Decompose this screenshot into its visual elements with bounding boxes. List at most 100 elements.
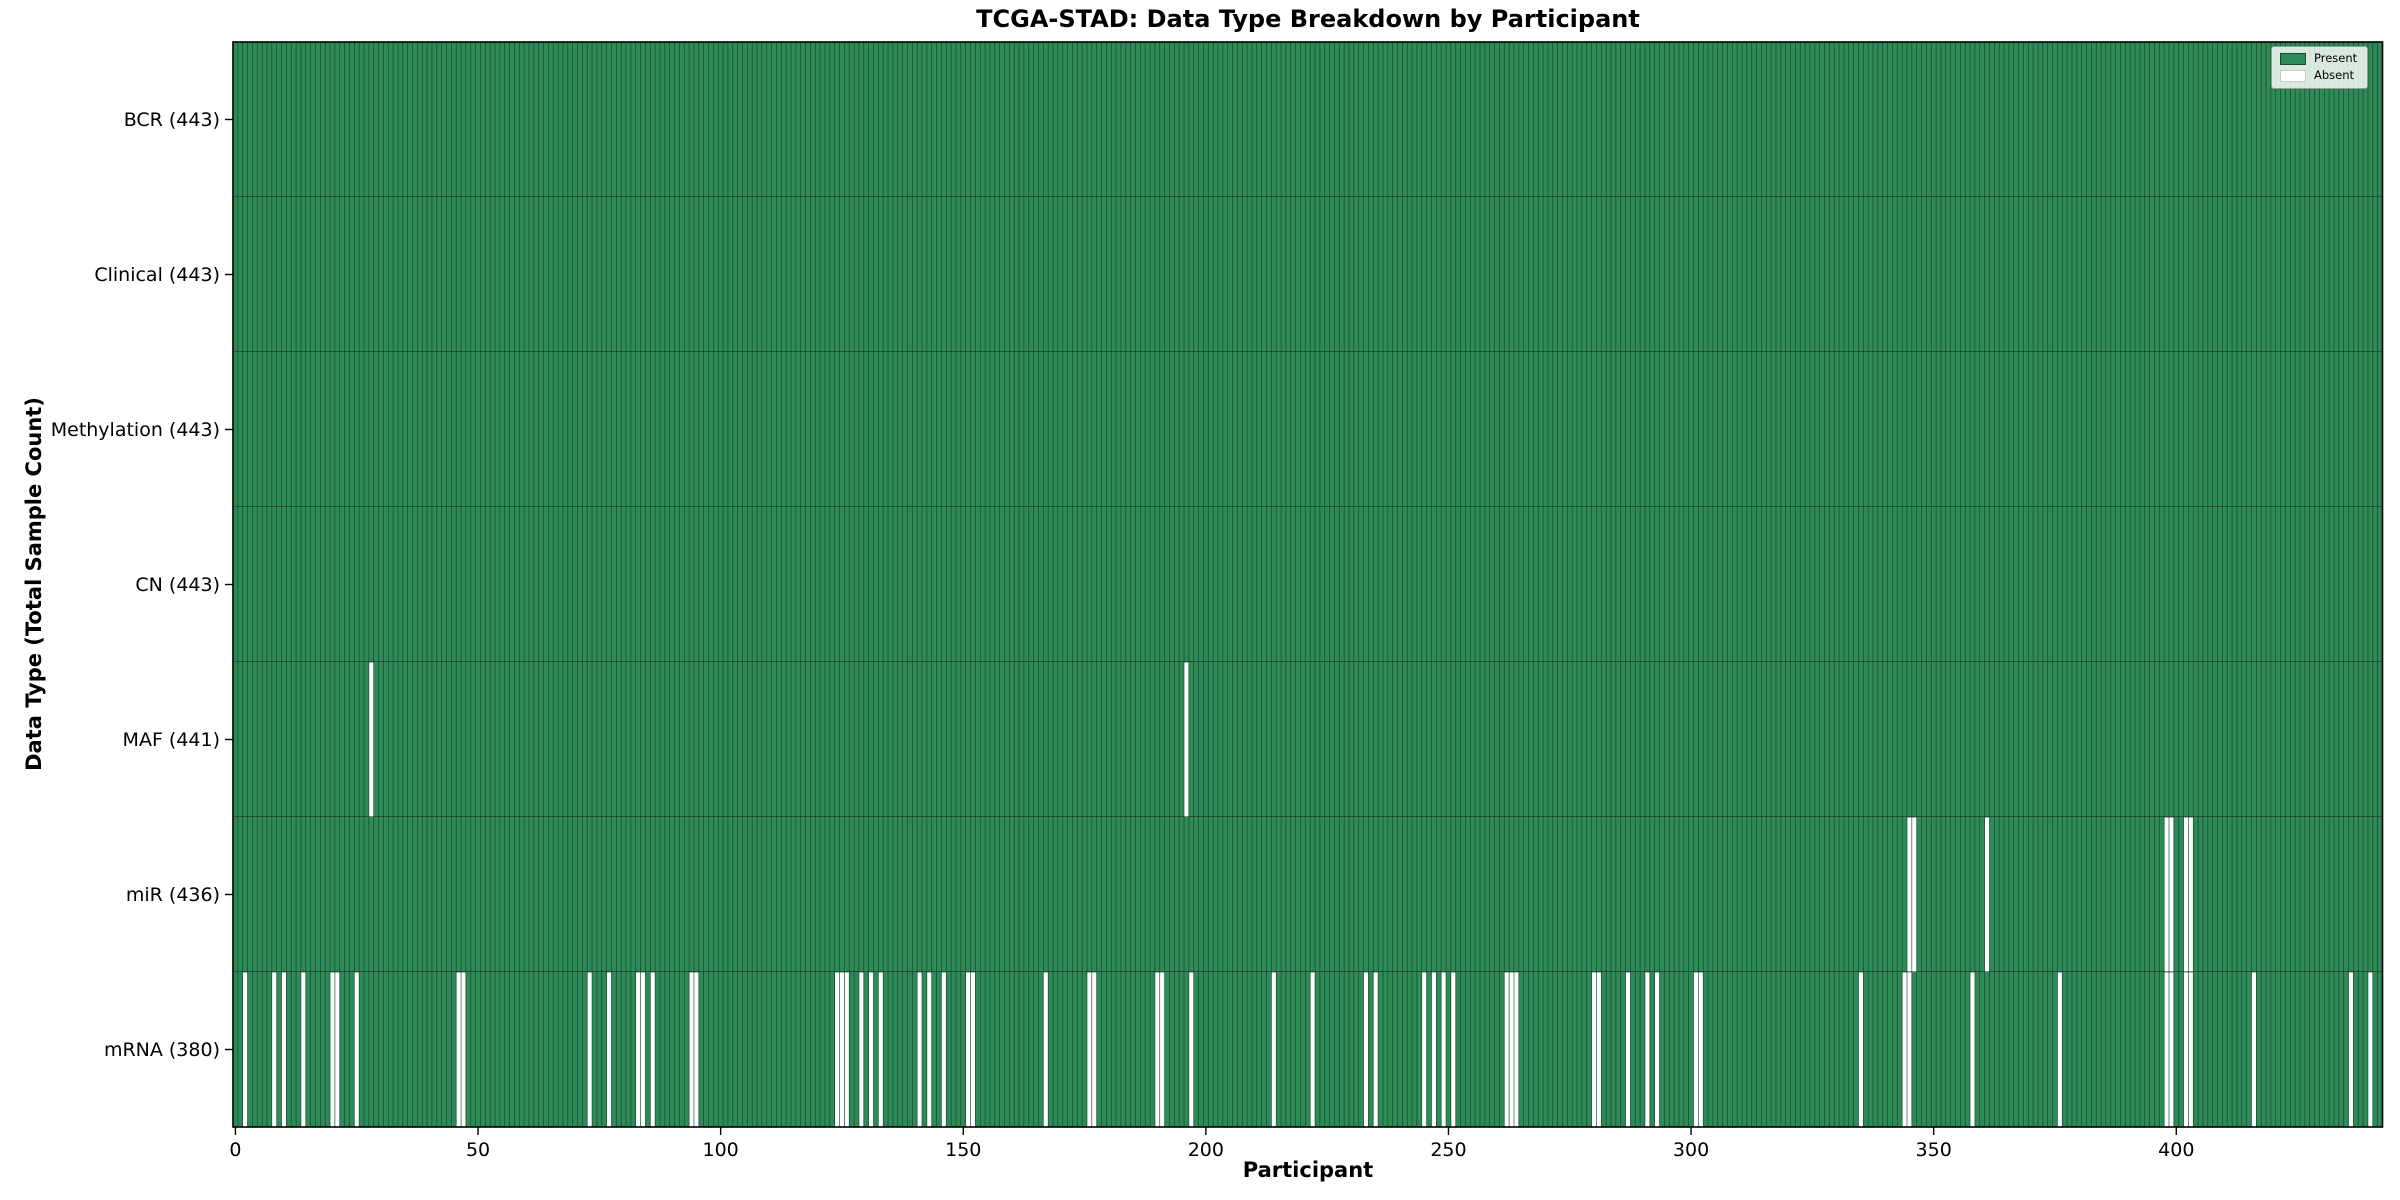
absent-bar — [1087, 972, 1092, 1127]
row-mRNA — [232, 972, 2383, 1127]
absent-bar — [1591, 972, 1597, 1127]
absent-bar — [1902, 972, 1907, 1127]
x-tick-label: 250 — [1430, 1139, 1466, 1161]
absent-bar — [456, 972, 461, 1127]
row-miR — [232, 817, 2383, 972]
absent-bar — [1655, 972, 1660, 1127]
absent-bar — [689, 972, 694, 1127]
absent-bar — [2164, 972, 2169, 1127]
absent-bar — [606, 972, 612, 1127]
legend-item-present: Present — [2280, 53, 2357, 65]
absent-bar — [2169, 972, 2174, 1127]
row-Clinical — [232, 197, 2383, 352]
absent-bar — [281, 972, 287, 1127]
row-present-fill — [233, 352, 2383, 507]
row-present-fill — [233, 817, 2383, 972]
absent-bar — [1431, 972, 1436, 1127]
x-tick-label: 400 — [2158, 1139, 2194, 1161]
absent-bar — [970, 972, 976, 1127]
absent-bar — [1984, 817, 1990, 972]
absent-bar — [1698, 972, 1703, 1127]
absent-bar — [1043, 972, 1048, 1127]
absent-bar — [1645, 972, 1650, 1127]
x-tick-label: 300 — [1673, 1139, 1709, 1161]
absent-bar — [1422, 972, 1427, 1127]
absent-bar — [369, 662, 374, 817]
absent-bar — [243, 972, 248, 1127]
absent-bar — [1155, 972, 1160, 1127]
absent-bar — [2057, 972, 2062, 1127]
absent-bar — [2169, 817, 2174, 972]
row-BCR — [232, 42, 2383, 197]
absent-bar — [1625, 972, 1631, 1127]
absent-bar — [1184, 662, 1189, 817]
absent-bar — [587, 972, 592, 1127]
legend-present-label: Present — [2314, 51, 2358, 66]
absent-bar — [461, 972, 466, 1127]
absent-bar — [2368, 972, 2373, 1127]
legend-item-absent: Absent — [2280, 70, 2357, 82]
y-tick-label: BCR (443) — [124, 109, 220, 131]
absent-bar — [1514, 972, 1519, 1127]
absent-bar — [835, 972, 840, 1127]
absent-bar — [2183, 817, 2189, 972]
absent-bar — [859, 972, 864, 1127]
x-tick-label: 150 — [945, 1139, 981, 1161]
chart-title: TCGA-STAD: Data Type Breakdown by Partic… — [976, 5, 1640, 33]
y-tick-label: CN (443) — [135, 574, 220, 596]
row-present-fill — [233, 662, 2383, 817]
absent-bar — [1912, 817, 1917, 972]
x-tick-label: 100 — [703, 1139, 739, 1161]
x-tick-label: 0 — [229, 1139, 241, 1161]
row-MAF — [232, 662, 2383, 817]
absent-bar — [1596, 972, 1601, 1127]
absent-bar — [2348, 972, 2354, 1127]
row-CN — [232, 507, 2383, 662]
row-present-fill — [233, 42, 2383, 197]
absent-bar — [1504, 972, 1509, 1127]
x-tick-label: 350 — [1916, 1139, 1952, 1161]
x-axis-label: Participant — [1242, 1158, 1374, 1182]
y-tick-label: mRNA (380) — [104, 1039, 220, 1061]
row-present-fill — [233, 197, 2383, 352]
absent-bar — [1373, 972, 1378, 1127]
absent-bar — [941, 972, 946, 1127]
absent-bar — [1907, 817, 1912, 972]
absent-bar — [650, 972, 655, 1127]
absent-bar — [640, 972, 646, 1127]
absent-bar — [1310, 972, 1315, 1127]
absent-bar — [1858, 972, 1863, 1127]
absent-bar — [878, 972, 883, 1127]
x-tick-label: 200 — [1188, 1139, 1224, 1161]
absent-bar — [1451, 972, 1456, 1127]
absent-bar — [301, 972, 306, 1127]
y-tick-label: Methylation (443) — [51, 419, 220, 441]
absent-bar — [2188, 972, 2193, 1127]
absent-bar — [1189, 972, 1194, 1127]
absent-bar — [966, 972, 971, 1127]
absent-bar — [636, 972, 641, 1127]
x-tick-label: 50 — [466, 1139, 490, 1161]
legend-absent-label: Absent — [2314, 68, 2355, 83]
absent-bar — [272, 972, 277, 1127]
y-tick-label: Clinical (443) — [94, 264, 220, 286]
absent-bar — [694, 972, 699, 1127]
absent-bar — [335, 972, 340, 1127]
absent-bar — [330, 972, 335, 1127]
y-tick-label: MAF (441) — [123, 729, 220, 751]
absent-bar — [2188, 817, 2193, 972]
legend: Present Absent — [2271, 46, 2369, 89]
row-present-fill — [233, 507, 2383, 662]
absent-bar — [1970, 972, 1975, 1127]
absent-bar — [1271, 972, 1276, 1127]
row-Methylation — [232, 352, 2383, 507]
absent-bar — [1363, 972, 1369, 1127]
absent-bar — [1907, 972, 1912, 1127]
absent-bar — [1509, 972, 1514, 1127]
absent-bar — [839, 972, 845, 1127]
absent-bar — [1092, 972, 1097, 1127]
absent-bar — [844, 972, 849, 1127]
absent-bar — [927, 972, 932, 1127]
